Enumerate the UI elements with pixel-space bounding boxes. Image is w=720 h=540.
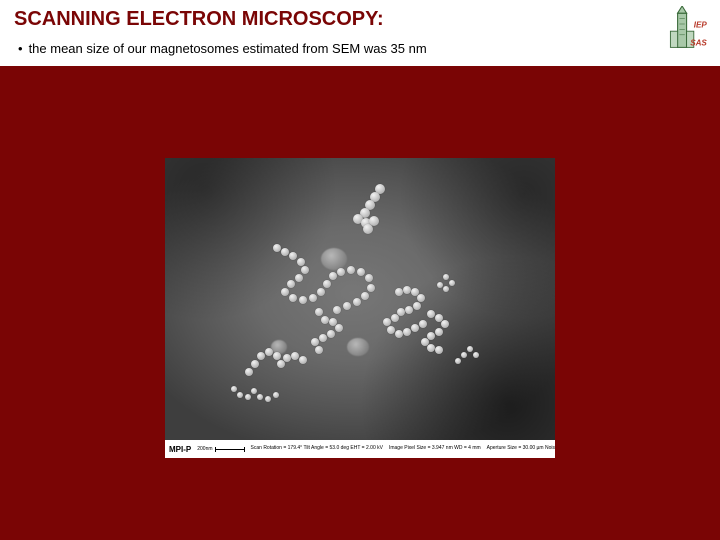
magnetosome-bead [265,348,273,356]
magnetosome-bead [245,368,253,376]
slide-title: SCANNING ELECTRON MICROSCOPY: [14,8,706,31]
bullet-text: the mean size of our magnetosomes estima… [29,41,427,56]
bullet-icon: • [18,41,23,56]
header: SCANNING ELECTRON MICROSCOPY: • the mean… [0,0,720,66]
magnetosome-bead [413,302,421,310]
magnetosome-bead [435,328,443,336]
magnetosome-bead [321,316,329,324]
magnetosome-bead [273,352,281,360]
magnetosome-bead [329,272,337,280]
blob [347,338,369,356]
logo-text-top: IEP [694,21,708,30]
magnetosome-bead [403,328,411,336]
magnetosome-bead [383,318,391,326]
magnetosome-bead [353,298,361,306]
institute-logo-icon: IEP SAS [656,6,710,60]
scale-bar-icon: 200nm [197,446,244,452]
magnetosome-bead [395,330,403,338]
magnetosome-bead [443,274,449,280]
magnetosome-bead [427,310,435,318]
magnetosome-bead [347,266,355,274]
magnetosome-bead [309,294,317,302]
infobar-segment: Scan Rotation = 179.4° Tilt Angle = 53.0… [251,446,383,451]
magnetosome-bead [443,286,449,292]
magnetosome-bead [467,346,473,352]
magnetosome-bead [437,282,443,288]
vignette [165,158,555,458]
magnetosome-bead [317,288,325,296]
magnetosome-bead [299,296,307,304]
magnetosome-bead [455,358,461,364]
sem-image-area [165,158,555,458]
infobar-lab: MPI-P [169,445,191,454]
magnetosome-bead [395,288,403,296]
magnetosome-bead [419,320,427,328]
sem-micrograph: MPI-P 200nm Scan Rotation = 179.4° Tilt … [165,158,555,458]
magnetosome-bead [283,354,291,362]
magnetosome-bead [367,284,375,292]
magnetosome-bead [449,280,455,286]
magnetosome-bead [411,324,419,332]
magnetosome-bead [289,294,297,302]
magnetosome-bead [299,356,307,364]
magnetosome-bead [333,306,341,314]
magnetosome-bead [231,386,237,392]
magnetosome-bead [291,352,299,360]
magnetosome-bead [273,392,279,398]
magnetosome-bead [251,360,259,368]
magnetosome-bead [311,338,319,346]
scale-value: 200nm [197,446,212,452]
magnetosome-bead [365,274,373,282]
magnetosome-bead [361,292,369,300]
magnetosome-bead [327,330,335,338]
magnetosome-bead [273,244,281,252]
magnetosome-bead [257,394,263,400]
magnetosome-bead [337,268,345,276]
magnetosome-bead [237,392,243,398]
magnetosome-bead [251,388,257,394]
bullet-row: • the mean size of our magnetosomes esti… [14,41,706,56]
magnetosome-bead [405,306,413,314]
magnetosome-bead [319,334,327,342]
magnetosome-bead [441,320,449,328]
magnetosome-bead [315,308,323,316]
magnetosome-bead [363,224,373,234]
infobar-segment: Image Pixel Size = 3.947 nm WD = 4 mm [389,446,481,451]
infobar-segment: Aperture Size = 30.00 µm Noise Reduction… [487,446,555,451]
magnetosome-bead [391,314,399,322]
magnetosome-bead [297,258,305,266]
magnetosome-bead [301,266,309,274]
magnetosome-bead [245,394,251,400]
blob [321,248,347,270]
magnetosome-bead [257,352,265,360]
magnetosome-bead [403,286,411,294]
magnetosome-bead [335,324,343,332]
magnetosome-bead [427,344,435,352]
magnetosome-bead [387,326,395,334]
magnetosome-bead [323,280,331,288]
magnetosome-bead [281,288,289,296]
magnetosome-bead [265,396,271,402]
magnetosome-bead [289,252,297,260]
magnetosome-bead [461,352,467,358]
magnetosome-bead [287,280,295,288]
logo-text-bottom: SAS [690,39,707,48]
magnetosome-bead [473,352,479,358]
sem-infobar: MPI-P 200nm Scan Rotation = 179.4° Tilt … [165,440,555,458]
magnetosome-bead [281,248,289,256]
magnetosome-bead [343,302,351,310]
magnetosome-bead [295,274,303,282]
magnetosome-bead [357,268,365,276]
magnetosome-bead [435,346,443,354]
magnetosome-bead [315,346,323,354]
magnetosome-bead [417,294,425,302]
